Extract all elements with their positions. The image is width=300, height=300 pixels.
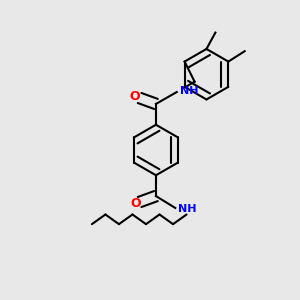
Text: NH: NH xyxy=(180,85,198,96)
Text: NH: NH xyxy=(178,204,197,214)
Text: O: O xyxy=(130,197,141,210)
Text: O: O xyxy=(130,90,140,103)
